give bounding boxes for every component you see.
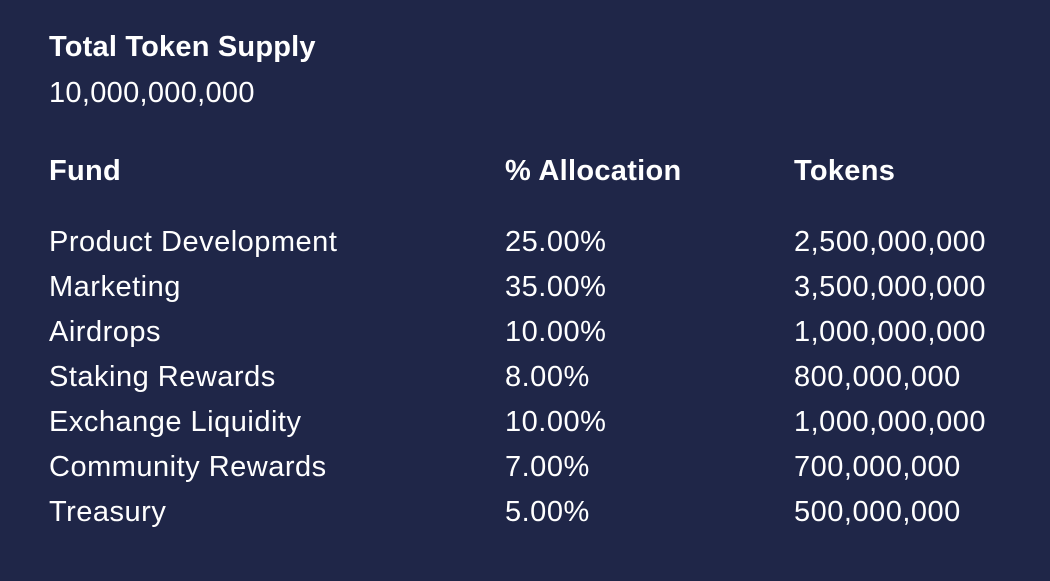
table-row: Treasury 5.00% 500,000,000: [0, 496, 1050, 541]
allocation-percent: 7.00%: [505, 451, 590, 483]
allocation-percent: 35.00%: [505, 271, 607, 303]
token-amount: 700,000,000: [794, 451, 961, 483]
allocation-column-header: % Allocation: [505, 155, 682, 187]
token-amount: 500,000,000: [794, 496, 961, 528]
fund-name: Staking Rewards: [49, 361, 276, 393]
table-row: Marketing 35.00% 3,500,000,000: [0, 271, 1050, 316]
allocation-percent: 8.00%: [505, 361, 590, 393]
table-row: Product Development 25.00% 2,500,000,000: [0, 226, 1050, 271]
total-supply-title: Total Token Supply: [49, 31, 316, 63]
fund-name: Airdrops: [49, 316, 161, 348]
allocation-percent: 25.00%: [505, 226, 607, 258]
tokens-column-header: Tokens: [794, 155, 896, 187]
token-amount: 1,000,000,000: [794, 406, 986, 438]
table-row: Staking Rewards 8.00% 800,000,000: [0, 361, 1050, 406]
fund-column-header: Fund: [49, 155, 122, 187]
token-amount: 2,500,000,000: [794, 226, 986, 258]
allocation-percent: 10.00%: [505, 406, 607, 438]
allocation-percent: 5.00%: [505, 496, 590, 528]
table-row: Community Rewards 7.00% 700,000,000: [0, 451, 1050, 496]
fund-name: Product Development: [49, 226, 338, 258]
allocation-percent: 10.00%: [505, 316, 607, 348]
fund-name: Exchange Liquidity: [49, 406, 302, 438]
fund-name: Treasury: [49, 496, 167, 528]
token-amount: 800,000,000: [794, 361, 961, 393]
fund-name: Community Rewards: [49, 451, 327, 483]
token-amount: 1,000,000,000: [794, 316, 986, 348]
total-supply-value: 10,000,000,000: [49, 77, 255, 109]
table-row: Airdrops 10.00% 1,000,000,000: [0, 316, 1050, 361]
table-row: Exchange Liquidity 10.00% 1,000,000,000: [0, 406, 1050, 451]
fund-name: Marketing: [49, 271, 181, 303]
token-amount: 3,500,000,000: [794, 271, 986, 303]
